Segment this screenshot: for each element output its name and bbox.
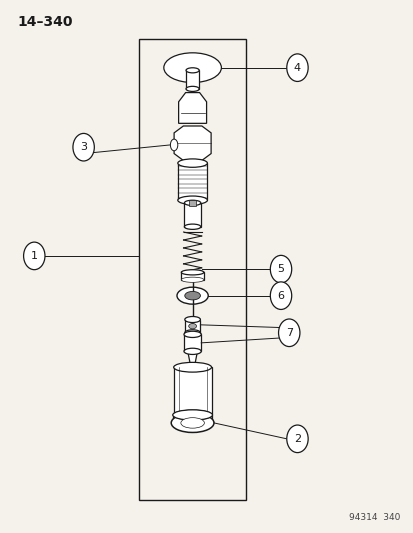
Ellipse shape (183, 348, 201, 354)
Bar (139, 38, 245, 500)
Bar (184, 203, 200, 227)
Ellipse shape (184, 317, 200, 322)
Bar (181, 272, 204, 280)
Text: 7: 7 (285, 328, 292, 338)
Ellipse shape (180, 418, 204, 428)
Circle shape (286, 425, 307, 453)
Text: 3: 3 (80, 142, 87, 152)
Ellipse shape (185, 86, 199, 92)
Bar (188, 200, 196, 206)
Ellipse shape (184, 330, 200, 336)
Ellipse shape (177, 196, 207, 205)
Text: 6: 6 (277, 290, 284, 301)
Bar (172, 415, 212, 420)
Ellipse shape (184, 200, 200, 206)
Text: 2: 2 (293, 434, 300, 444)
Text: 5: 5 (277, 264, 284, 274)
Ellipse shape (176, 287, 208, 304)
Bar (183, 334, 201, 351)
Circle shape (24, 242, 45, 270)
Bar (185, 70, 199, 89)
Polygon shape (188, 353, 197, 365)
Ellipse shape (177, 159, 207, 167)
Text: 4: 4 (293, 63, 300, 72)
Text: 1: 1 (31, 251, 38, 261)
Bar (173, 367, 211, 415)
Ellipse shape (170, 139, 177, 151)
Polygon shape (178, 93, 206, 123)
Circle shape (286, 54, 307, 82)
Ellipse shape (184, 292, 200, 300)
Circle shape (73, 133, 94, 161)
Ellipse shape (183, 331, 201, 337)
Ellipse shape (188, 324, 196, 329)
Polygon shape (174, 126, 211, 160)
Ellipse shape (164, 53, 221, 83)
Ellipse shape (181, 277, 204, 282)
Ellipse shape (171, 414, 214, 432)
Ellipse shape (173, 410, 211, 420)
Ellipse shape (172, 410, 212, 420)
Text: 14–340: 14–340 (18, 14, 73, 29)
Circle shape (270, 282, 291, 310)
Bar (184, 319, 200, 333)
Ellipse shape (184, 224, 200, 229)
Bar (177, 163, 207, 200)
Ellipse shape (173, 362, 211, 372)
Ellipse shape (181, 270, 204, 275)
Ellipse shape (185, 68, 199, 73)
Text: 94314  340: 94314 340 (348, 513, 399, 522)
Circle shape (278, 319, 299, 346)
Circle shape (270, 255, 291, 283)
